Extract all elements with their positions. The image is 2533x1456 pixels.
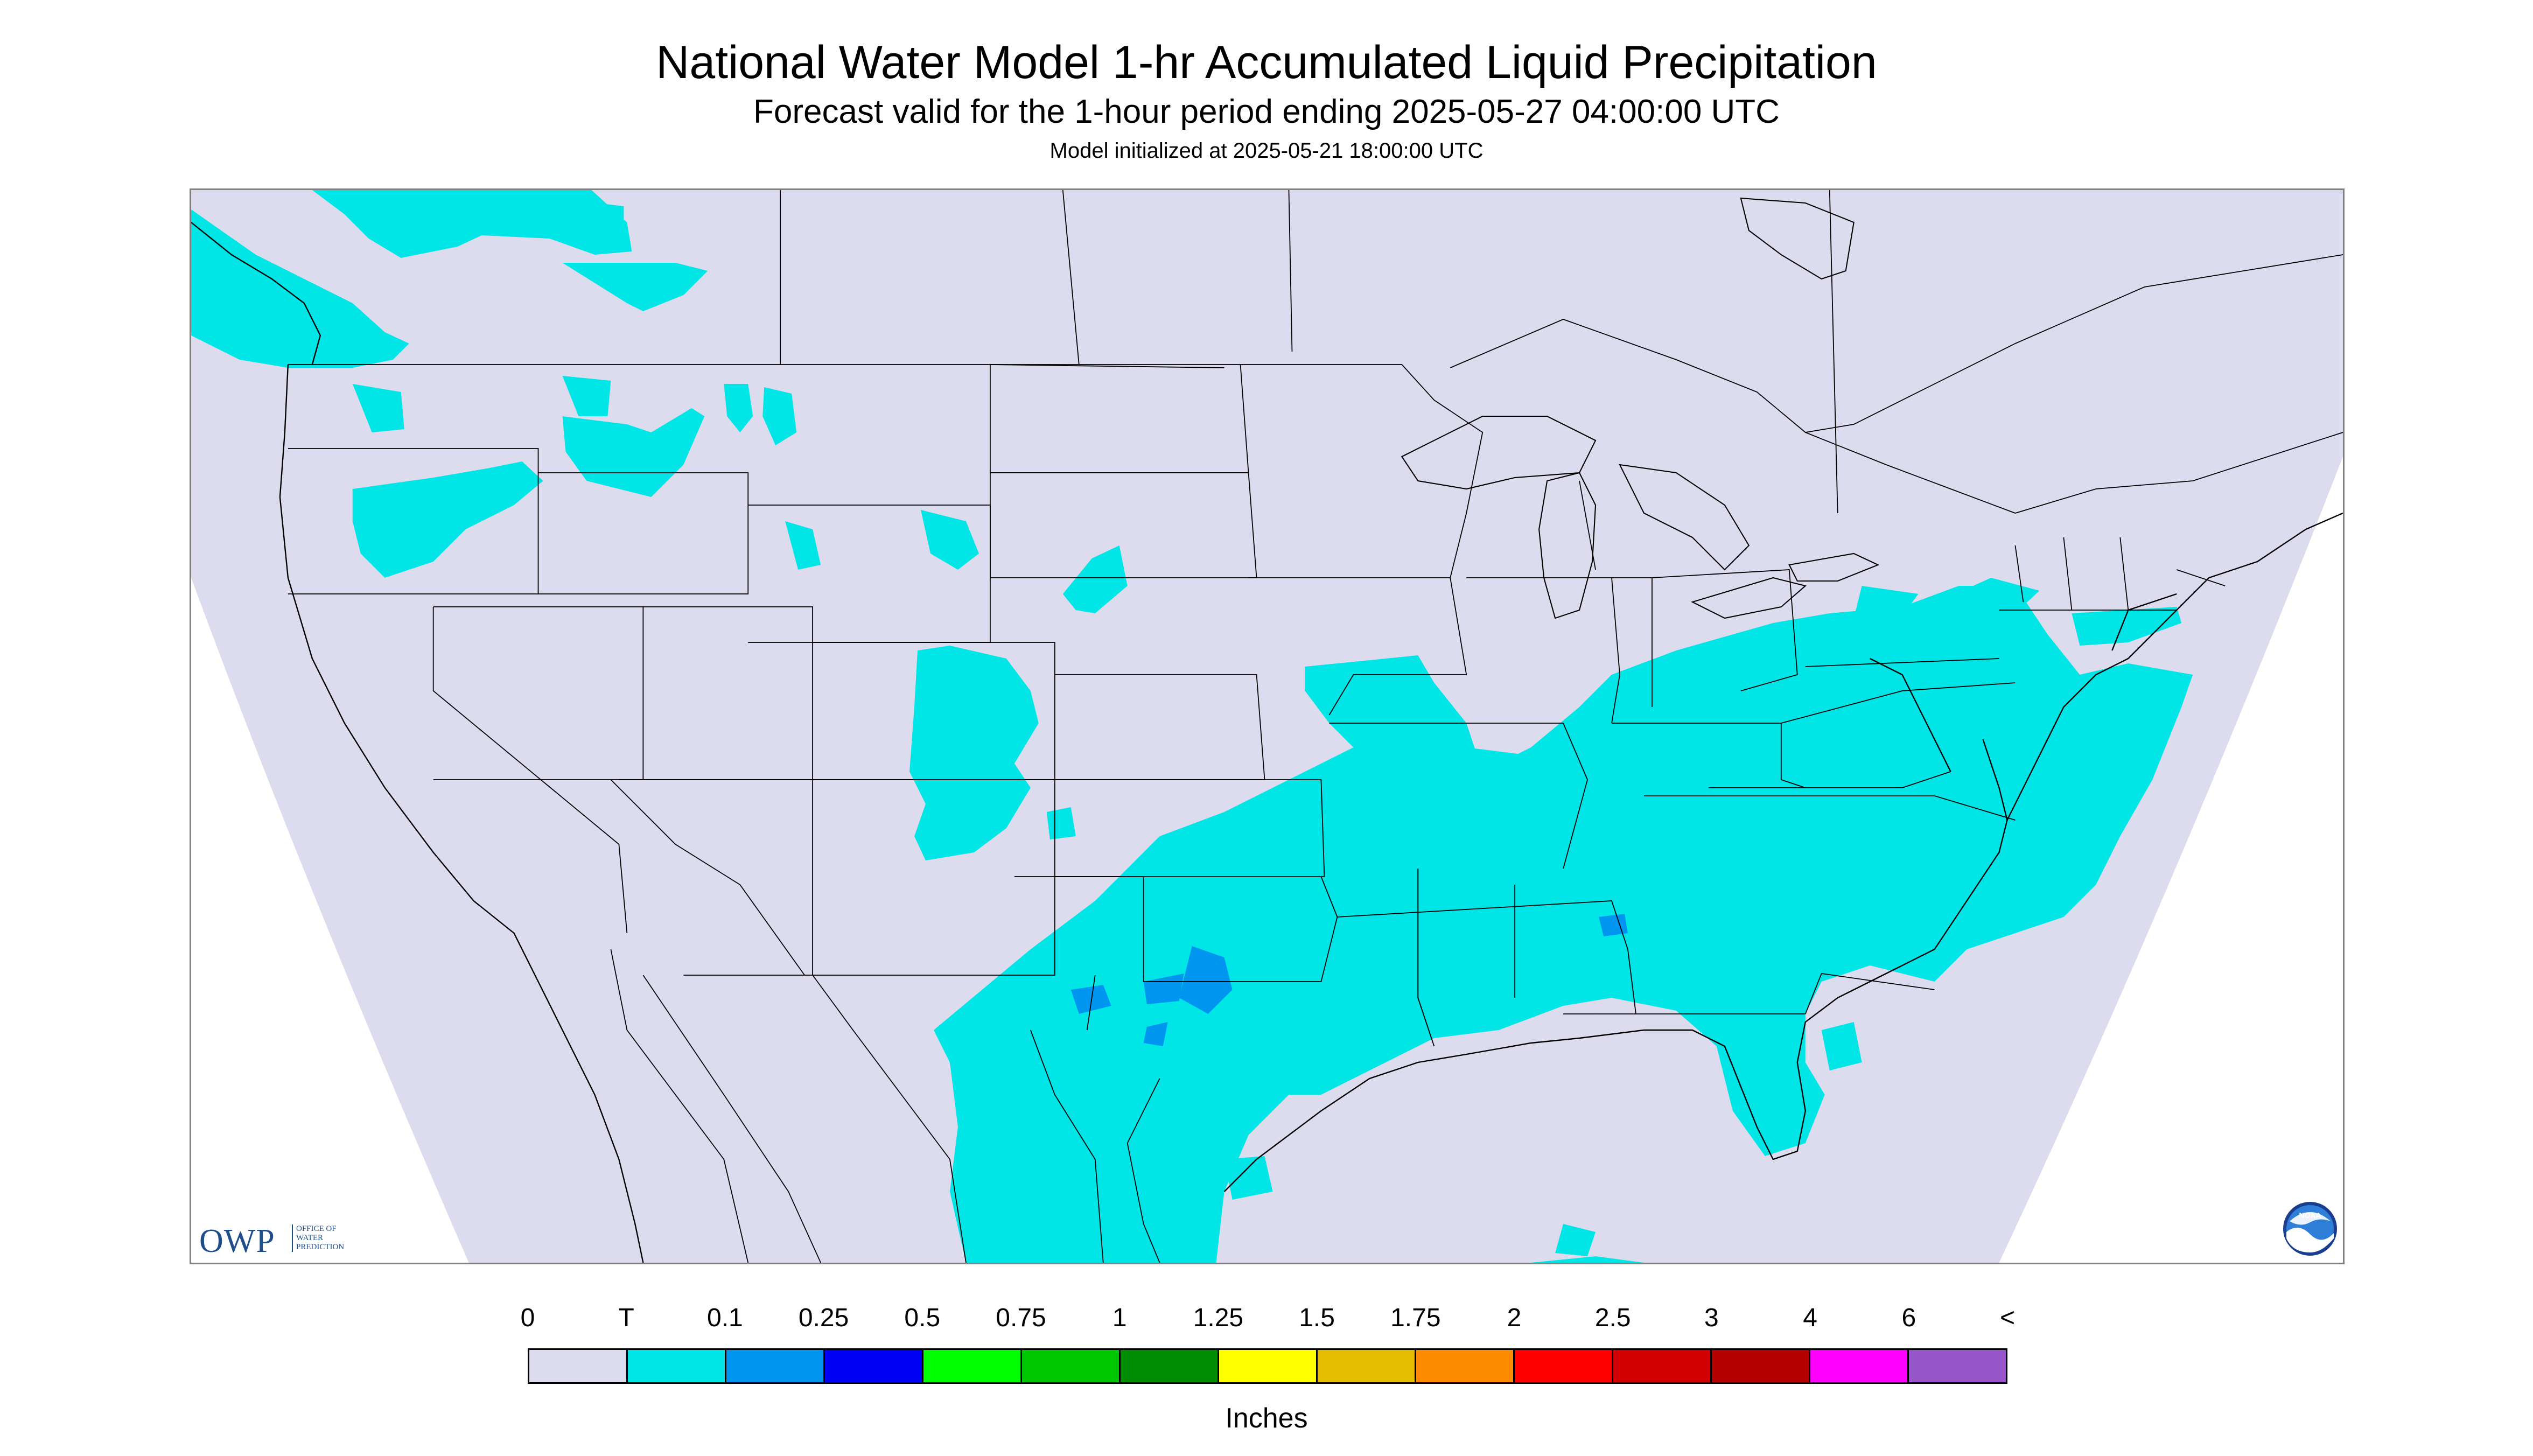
legend-tick-label: 0.25 bbox=[798, 1304, 849, 1332]
legend-swatch bbox=[1318, 1350, 1416, 1382]
forecast-valid-subtitle: Forecast valid for the 1-hour period end… bbox=[753, 93, 1780, 130]
legend-swatch bbox=[1909, 1350, 2006, 1382]
legend-tick-label: 0 bbox=[520, 1304, 535, 1332]
legend-swatch bbox=[529, 1350, 628, 1382]
noaa-logo-text: NOAA bbox=[2299, 1211, 2321, 1220]
owp-logo-letters: OWP bbox=[199, 1223, 275, 1259]
legend-swatch bbox=[1810, 1350, 1909, 1382]
legend-tick-label: 2.5 bbox=[1594, 1304, 1631, 1332]
legend-tick-label: 2 bbox=[1507, 1304, 1522, 1332]
legend-tick-label: < bbox=[1999, 1304, 2016, 1332]
legend-swatch bbox=[1712, 1350, 1810, 1382]
legend-swatch bbox=[825, 1350, 923, 1382]
legend-swatch bbox=[726, 1350, 825, 1382]
great-lakes bbox=[1401, 197, 1880, 619]
legend-colorbar bbox=[528, 1348, 2007, 1384]
legend-swatch bbox=[1515, 1350, 1613, 1382]
legend-tick-label: 0.75 bbox=[996, 1304, 1046, 1332]
noaa-logo: NOAA bbox=[2282, 1201, 2338, 1257]
legend-units: Inches bbox=[1225, 1403, 1308, 1434]
chart-title: National Water Model 1-hr Accumulated Li… bbox=[656, 37, 1877, 88]
legend-tick-label: T bbox=[618, 1304, 634, 1332]
coastlines bbox=[191, 222, 2343, 1263]
legend-swatch bbox=[628, 1350, 726, 1382]
legend-tick-label: 0.1 bbox=[707, 1304, 743, 1332]
political-borders bbox=[288, 190, 2343, 1263]
owp-line-2: WATER bbox=[296, 1234, 323, 1242]
legend-tick-label: 6 bbox=[1901, 1304, 1916, 1332]
model-init-text: Model initialized at 2025-05-21 18:00:00… bbox=[1049, 139, 1484, 163]
legend-swatch bbox=[1416, 1350, 1515, 1382]
legend-tick-label: 0.5 bbox=[904, 1304, 941, 1332]
legend-swatch bbox=[1022, 1350, 1121, 1382]
owp-line-1: OFFICE OF bbox=[296, 1224, 337, 1233]
legend-swatch bbox=[1219, 1350, 1318, 1382]
legend-swatch bbox=[1121, 1350, 1219, 1382]
legend-tick-label: 1 bbox=[1112, 1304, 1127, 1332]
legend-tick-label: 1.25 bbox=[1193, 1304, 1244, 1332]
legend-labels: 0 T 0.1 0.25 0.5 0.75 1 1.25 1.5 1.75 2 2.5 3 4 6 < bbox=[0, 1303, 2533, 1335]
precip-moderate-areas bbox=[1070, 914, 1628, 1046]
noaa-logo-emblem: NOAA bbox=[2283, 1202, 2337, 1256]
owp-logo: OWP OFFICE OF WATER PREDICTION bbox=[199, 1222, 393, 1260]
owp-line-3: PREDICTION bbox=[296, 1243, 345, 1251]
legend-tick-label: 3 bbox=[1704, 1304, 1719, 1332]
legend-tick-label: 1.5 bbox=[1299, 1304, 1335, 1332]
precip-trace-areas bbox=[191, 190, 2193, 1263]
map-svg bbox=[191, 190, 2343, 1263]
owp-logo-subtext: OFFICE OF WATER PREDICTION bbox=[292, 1224, 377, 1252]
precipitation-map bbox=[190, 188, 2345, 1264]
legend-tick-label: 1.75 bbox=[1390, 1304, 1441, 1332]
legend-swatch bbox=[923, 1350, 1022, 1382]
legend-tick-label: 4 bbox=[1803, 1304, 1817, 1332]
legend-swatch bbox=[1613, 1350, 1712, 1382]
